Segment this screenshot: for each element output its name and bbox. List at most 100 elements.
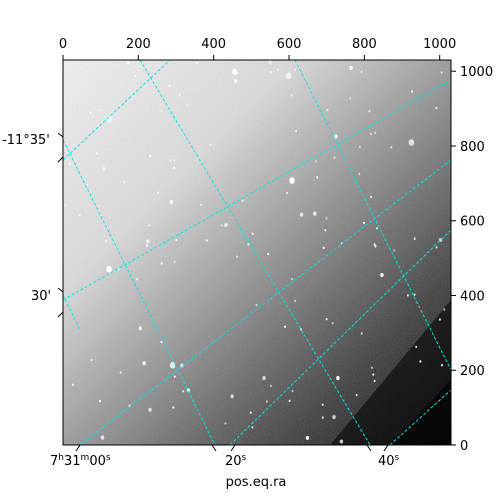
grid-line-5 [63, 60, 171, 161]
star [182, 390, 185, 393]
star [172, 406, 175, 409]
star [178, 94, 181, 97]
star [291, 277, 294, 281]
top-tick-label-5: 1000 [423, 37, 456, 52]
star [220, 224, 223, 227]
right-tick-label-2: 400 [460, 289, 485, 304]
star [232, 68, 238, 76]
star [148, 407, 152, 412]
star [413, 237, 416, 240]
star [368, 110, 371, 113]
star [148, 224, 151, 227]
star [372, 373, 375, 376]
star [326, 109, 329, 112]
star [149, 154, 152, 158]
star [355, 393, 358, 397]
star [68, 162, 71, 165]
star [294, 68, 297, 72]
right-tick-label-5: 1000 [460, 65, 493, 80]
star [285, 72, 292, 80]
star [102, 167, 106, 172]
star [408, 139, 415, 146]
star [289, 177, 295, 184]
ra-axis: 7h31m00s 20s 40s [50, 444, 400, 469]
star [291, 389, 294, 393]
star [95, 152, 98, 155]
star [438, 318, 441, 321]
star [314, 160, 317, 163]
star [135, 277, 138, 281]
star-sources [64, 60, 446, 444]
star [349, 97, 352, 100]
grid-line-0 [63, 139, 216, 445]
star [126, 60, 130, 65]
star [169, 159, 172, 162]
star [294, 299, 297, 303]
star [435, 106, 438, 110]
star [370, 195, 373, 199]
right-tick-label-1: 200 [460, 364, 485, 379]
star [255, 303, 258, 307]
top-tick-label-2: 400 [201, 37, 226, 52]
right-tick-label-3: 600 [460, 215, 485, 230]
coordinate-grid [63, 60, 451, 445]
star [362, 221, 365, 225]
star [443, 308, 446, 311]
grid-line-4 [63, 79, 451, 301]
star [159, 110, 162, 113]
star [78, 214, 81, 217]
star [349, 65, 353, 70]
star [175, 238, 178, 242]
star [285, 191, 288, 195]
star [224, 422, 227, 425]
star [360, 70, 363, 74]
star [138, 326, 142, 331]
star [406, 294, 409, 297]
star [267, 252, 270, 256]
star [262, 376, 266, 381]
star [169, 199, 174, 204]
star [169, 361, 176, 369]
star [290, 94, 293, 97]
dec-axis: -11°35' 30' [2, 132, 64, 318]
star [106, 265, 112, 273]
star [106, 115, 113, 123]
star [441, 364, 443, 367]
star [376, 227, 378, 230]
star [440, 71, 443, 74]
star [333, 156, 336, 159]
star [251, 232, 254, 235]
right-pixel-axis: 0 200 400 600 800 1000 [451, 65, 493, 454]
star [209, 143, 212, 147]
star [173, 375, 176, 378]
star [360, 332, 363, 335]
star [173, 260, 176, 264]
star [299, 212, 304, 217]
star [316, 176, 319, 179]
star [331, 322, 334, 325]
x-axis-label: pos.eq.ra [226, 475, 287, 490]
star [332, 415, 336, 420]
image-area [63, 60, 451, 445]
grid-line-8 [389, 389, 451, 445]
grid-line-3 [63, 294, 81, 331]
star [180, 363, 184, 368]
star [370, 132, 372, 136]
ra-tick-label-0: 7h31m00s [50, 453, 111, 469]
star [336, 376, 340, 381]
star [265, 400, 268, 403]
star [90, 358, 93, 362]
star [380, 272, 384, 278]
star [325, 318, 328, 321]
top-pixel-axis: 0 200 400 600 800 1000 [59, 37, 456, 60]
star [249, 411, 252, 414]
star [195, 61, 198, 65]
star [233, 78, 238, 84]
star [200, 203, 202, 207]
star [117, 267, 120, 271]
star [157, 191, 159, 194]
star [358, 172, 361, 176]
star [173, 159, 176, 162]
grid-line-2 [294, 60, 451, 371]
